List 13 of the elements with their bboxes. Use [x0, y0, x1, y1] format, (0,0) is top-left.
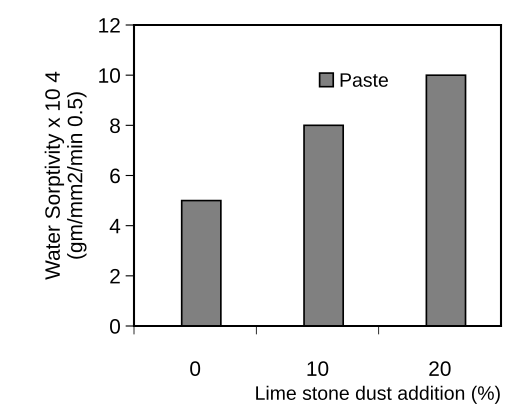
y-tick-label: 4: [110, 218, 120, 234]
y-tick-label: 6: [110, 168, 120, 184]
legend-label: Paste: [340, 73, 388, 87]
x-tick-label: 20: [429, 361, 451, 376]
y-tick-label: 0: [110, 319, 120, 334]
y-tick-label: 12: [99, 18, 120, 33]
x-tick-label: 0: [190, 361, 200, 376]
x-axis-title: Lime stone dust addition (%): [256, 386, 500, 404]
y-tick-label: 8: [110, 118, 120, 134]
y-axis-title: Water Sorptivity x 10 4 (gm/mm2/min 0.5): [44, 72, 87, 280]
y-tick-label: 10: [99, 68, 120, 83]
y-tick-label: 2: [110, 268, 120, 284]
x-tick-label: 10: [308, 361, 328, 376]
